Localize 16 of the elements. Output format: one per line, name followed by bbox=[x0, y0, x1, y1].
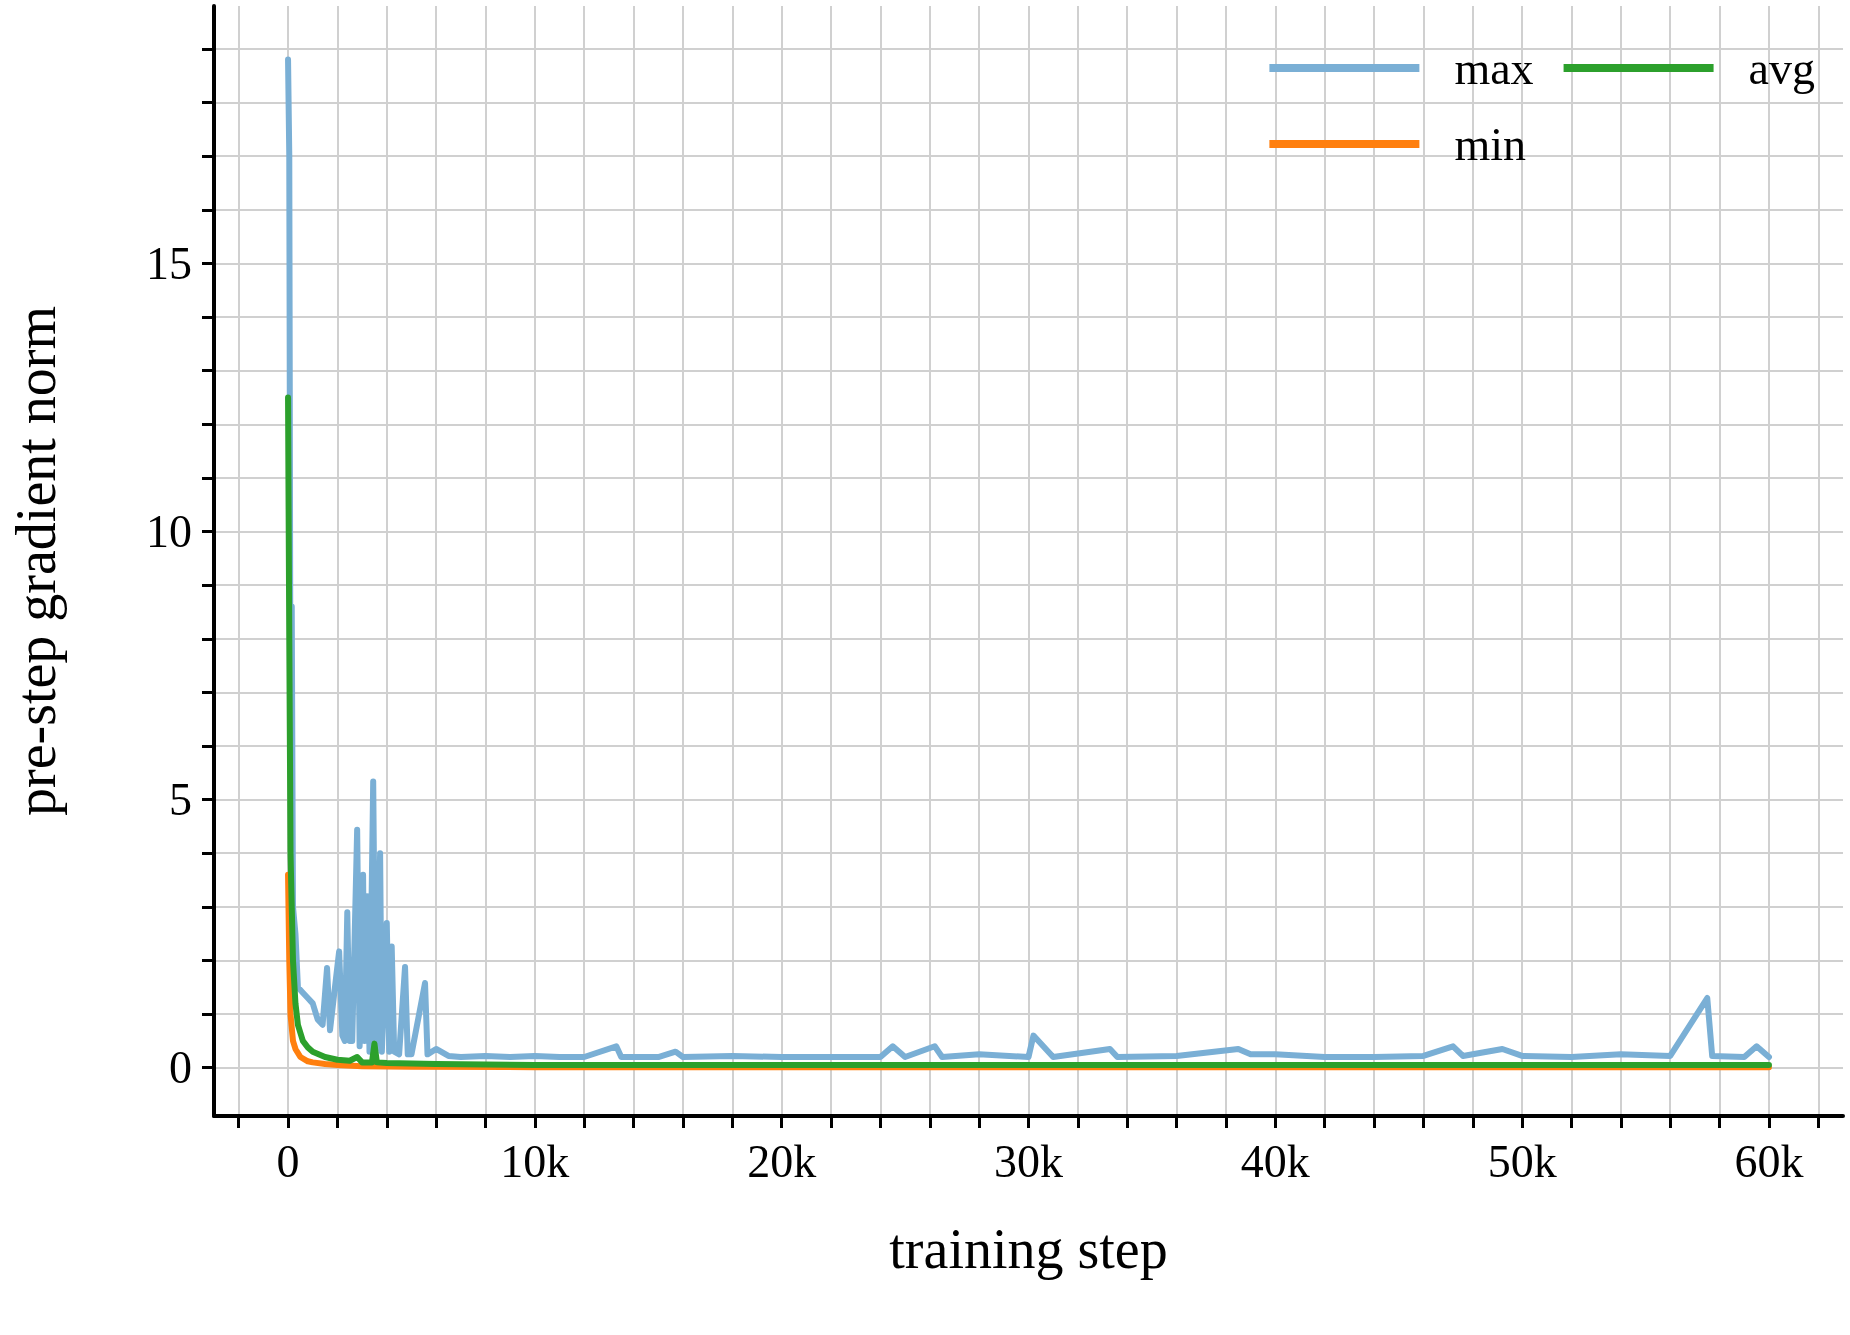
legend-label: avg bbox=[1748, 42, 1815, 94]
x-tick-label: 20k bbox=[747, 1135, 817, 1187]
x-tick-label: 10k bbox=[500, 1135, 570, 1187]
x-tick-label: 0 bbox=[276, 1135, 300, 1187]
y-tick-label: 15 bbox=[146, 237, 192, 289]
x-tick-label: 60k bbox=[1734, 1135, 1804, 1187]
y-tick-label: 5 bbox=[169, 774, 192, 826]
legend-label: max bbox=[1454, 42, 1534, 94]
y-tick-label: 0 bbox=[169, 1042, 192, 1094]
y-axis-title: pre-step gradient norm bbox=[5, 305, 67, 817]
x-tick-label: 40k bbox=[1240, 1135, 1310, 1187]
x-axis-title: training step bbox=[889, 1218, 1168, 1280]
x-tick-label: 30k bbox=[994, 1135, 1063, 1187]
y-tick-label: 10 bbox=[146, 506, 192, 558]
x-tick-label: 50k bbox=[1487, 1135, 1557, 1187]
legend-label: min bbox=[1454, 118, 1526, 170]
